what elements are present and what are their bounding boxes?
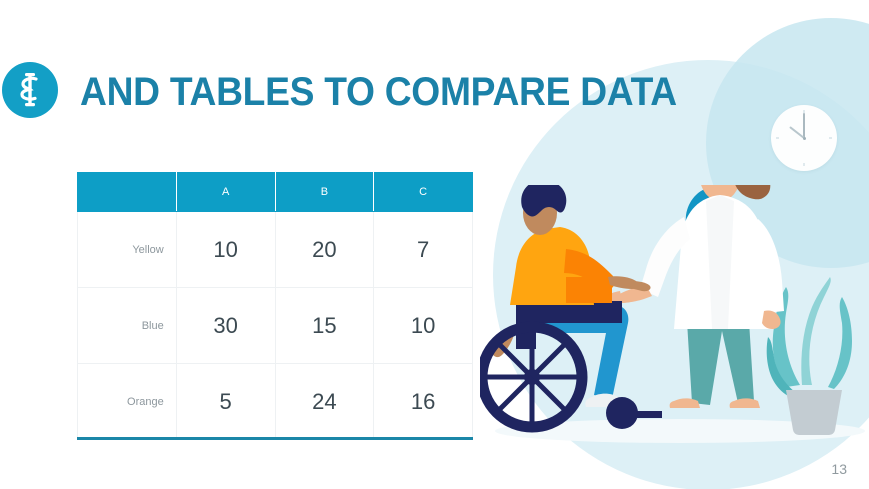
wheelchair-user-figure bbox=[480, 185, 662, 433]
doctor-and-wheelchair-user-illustration bbox=[480, 185, 865, 443]
table-cell: 20 bbox=[274, 211, 375, 288]
table-bottom-rule bbox=[77, 437, 473, 440]
clock-tick-3 bbox=[829, 137, 832, 139]
table-cell: 24 bbox=[274, 363, 375, 440]
table-corner-cell bbox=[77, 172, 177, 212]
table-column-header-a: A bbox=[175, 172, 276, 212]
page-number: 13 bbox=[831, 461, 847, 477]
clock-minute-hand bbox=[803, 113, 805, 138]
table-column-header-c: C bbox=[373, 172, 473, 212]
table-row: Orange 5 24 16 bbox=[77, 363, 473, 440]
table-row: Yellow 10 20 7 bbox=[77, 211, 473, 288]
doctor-figure bbox=[605, 185, 784, 408]
page-title: AND TABLES TO COMPARE DATA bbox=[80, 70, 677, 114]
table-row-label: Blue bbox=[77, 287, 177, 364]
table-row-label: Orange bbox=[77, 363, 177, 440]
clock-tick-6 bbox=[803, 163, 805, 166]
table-cell: 15 bbox=[274, 287, 375, 364]
wall-clock-icon bbox=[771, 105, 837, 171]
clock-center-pin bbox=[802, 136, 806, 140]
table-body: Yellow 10 20 7 Blue 30 15 10 Orange 5 24… bbox=[77, 211, 473, 440]
table-header: A B C bbox=[77, 172, 473, 212]
clock-tick-12 bbox=[803, 110, 805, 113]
table-cell: 30 bbox=[175, 287, 276, 364]
table-row-label: Yellow bbox=[77, 211, 177, 288]
table-cell: 5 bbox=[175, 363, 276, 440]
clock-tick-9 bbox=[776, 137, 779, 139]
table-cell: 16 bbox=[373, 363, 473, 440]
floor-shadow bbox=[495, 419, 865, 443]
table-header-row: A B C bbox=[77, 172, 473, 212]
comparison-table: A B C Yellow 10 20 7 Blue 30 15 10 Orang… bbox=[77, 172, 473, 440]
table-row: Blue 30 15 10 bbox=[77, 287, 473, 364]
table-cell: 10 bbox=[175, 211, 276, 288]
rod-of-asclepius-icon bbox=[20, 73, 38, 107]
table-cell: 7 bbox=[373, 211, 473, 288]
logo-badge bbox=[2, 62, 58, 118]
table-cell: 10 bbox=[373, 287, 473, 364]
potted-plant-icon bbox=[766, 277, 852, 436]
table-column-header-b: B bbox=[274, 172, 375, 212]
